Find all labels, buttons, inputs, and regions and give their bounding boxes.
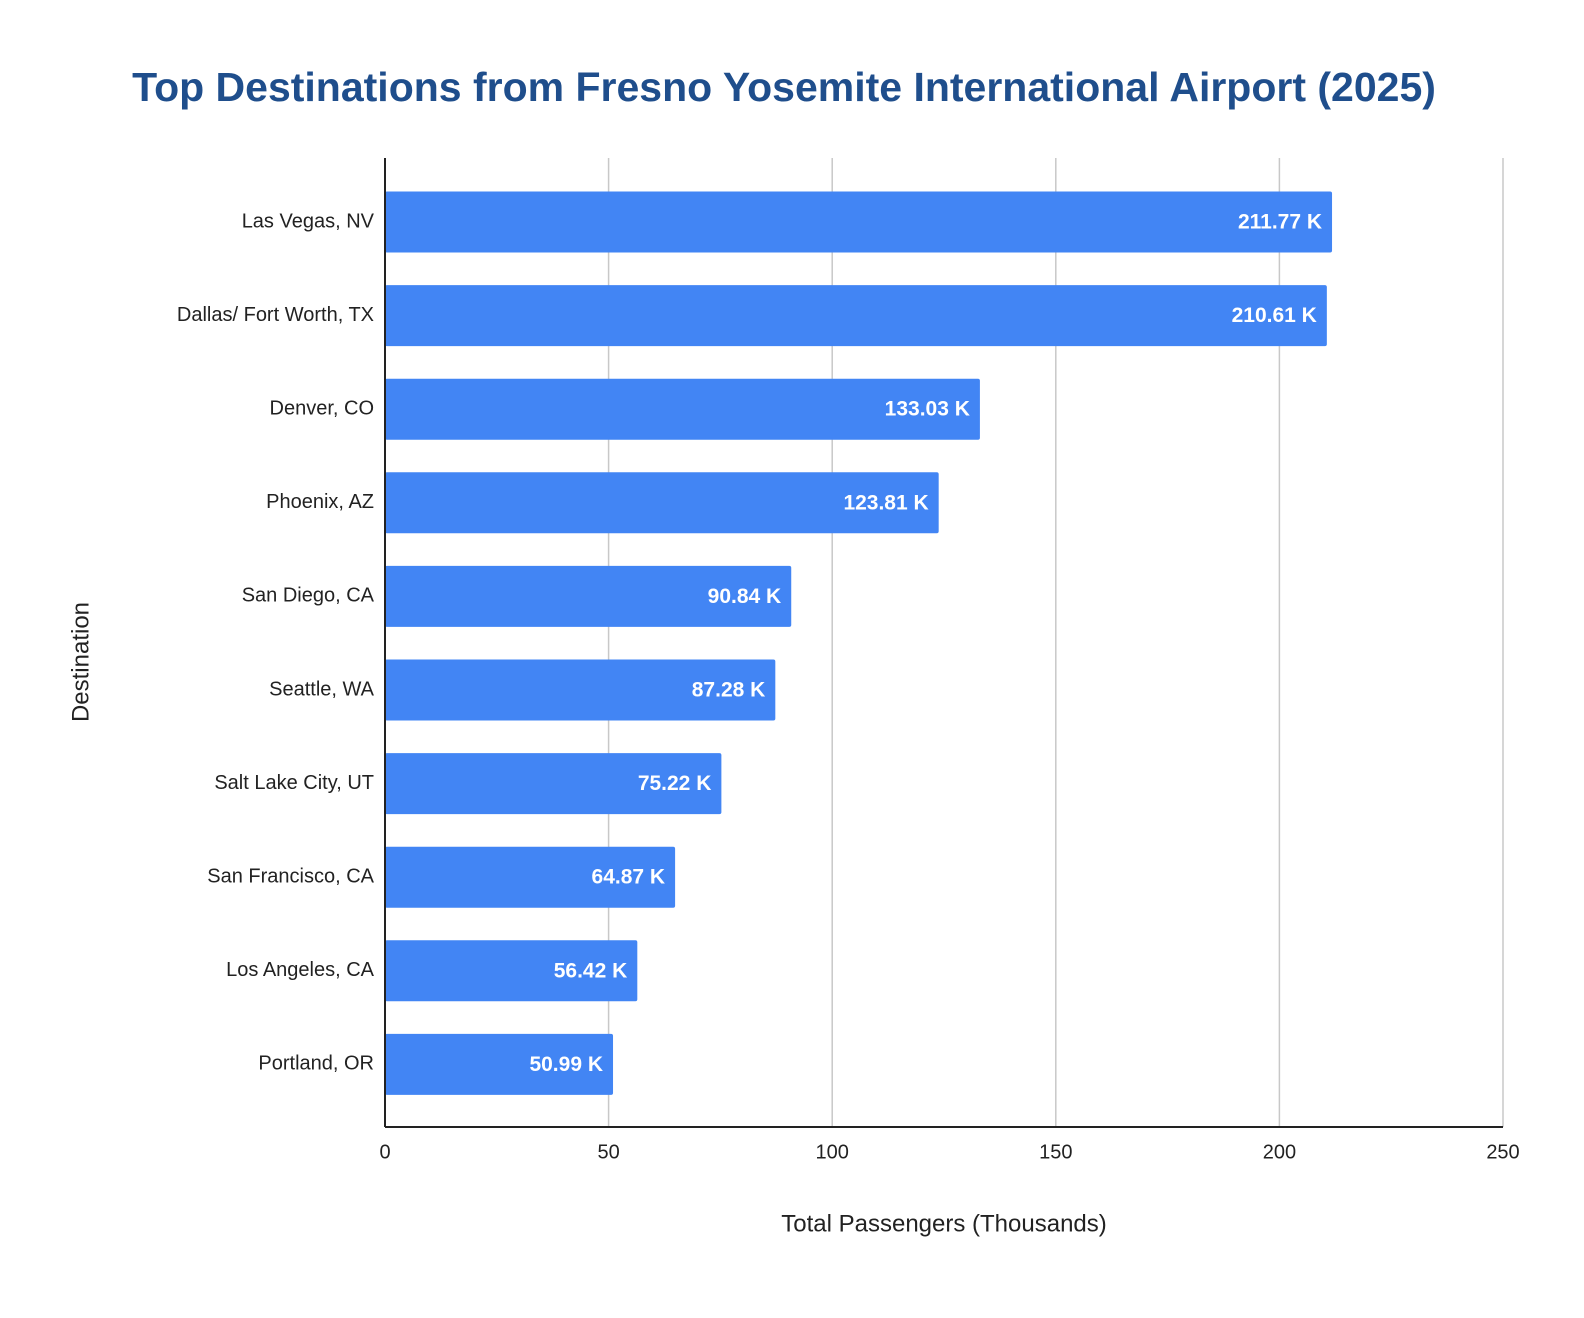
y-tick-label: Los Angeles, CA [226, 959, 375, 981]
value-label: 210.61 K [1232, 304, 1317, 327]
chart-title: Top Destinations from Fresno Yosemite In… [132, 64, 1436, 110]
bar [385, 940, 638, 1002]
value-label: 56.42 K [554, 959, 628, 982]
bar [385, 753, 722, 815]
y-axis-title: Destination [67, 602, 94, 722]
x-axis-title: Total Passengers (Thousands) [781, 1210, 1107, 1237]
value-label: 90.84 K [708, 585, 782, 608]
y-tick-label: San Diego, CA [242, 585, 375, 607]
x-tick-label: 250 [1486, 1141, 1519, 1163]
x-tick-label: 100 [816, 1141, 849, 1163]
bar [385, 191, 1333, 253]
y-tick-label: Denver, CO [270, 397, 374, 419]
x-tick-label: 200 [1263, 1141, 1296, 1163]
value-label: 133.03 K [885, 398, 970, 421]
bar [385, 846, 676, 908]
bar [385, 472, 939, 534]
y-tick-label: Seattle, WA [269, 678, 375, 700]
y-tick-label: Las Vegas, NV [242, 210, 375, 232]
y-tick-label: Phoenix, AZ [266, 491, 374, 513]
value-label: 123.81 K [843, 491, 928, 514]
y-tick-label: Portland, OR [258, 1053, 374, 1075]
y-tick-label: San Francisco, CA [207, 865, 374, 887]
value-label: 64.87 K [592, 866, 666, 889]
bar [385, 285, 1327, 347]
bar [385, 565, 792, 627]
bar [385, 1033, 614, 1095]
bar [385, 378, 980, 440]
x-tick-label: 50 [597, 1141, 619, 1163]
bar [385, 659, 776, 721]
value-label: 50.99 K [529, 1053, 603, 1076]
y-tick-label: Dallas/ Fort Worth, TX [177, 304, 374, 326]
y-tick-label: Salt Lake City, UT [214, 772, 374, 794]
x-tick-label: 0 [379, 1141, 390, 1163]
value-label: 211.77 K [1238, 211, 1322, 234]
value-label: 87.28 K [692, 679, 766, 702]
x-tick-label: 150 [1039, 1141, 1072, 1163]
value-label: 75.22 K [638, 772, 712, 795]
